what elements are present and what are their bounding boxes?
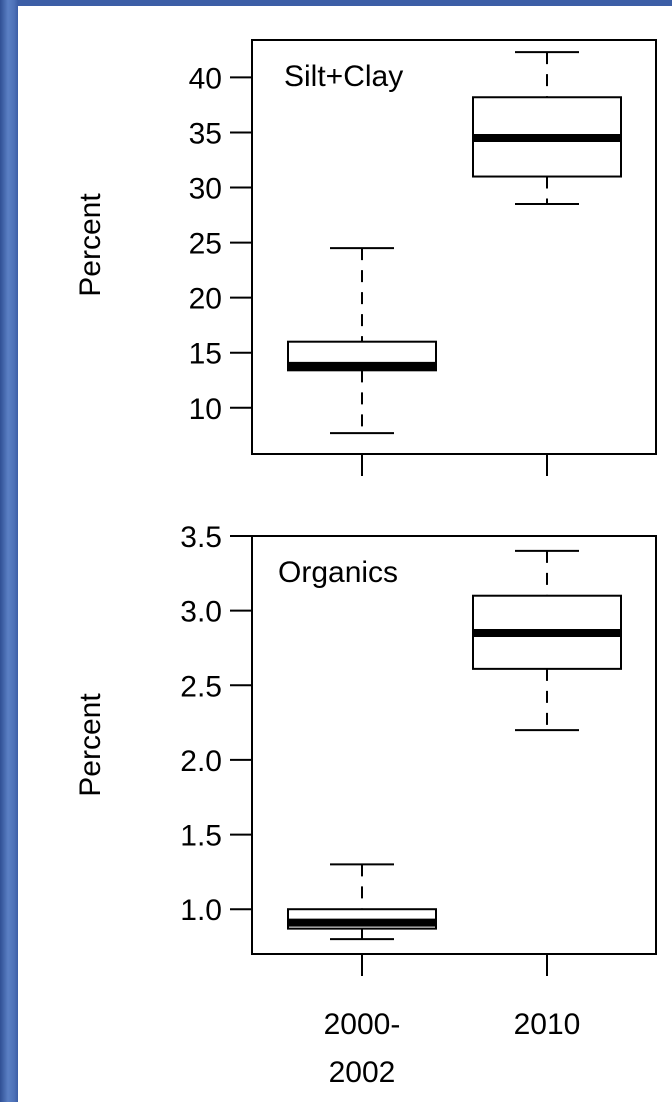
y-tick-label: 2.0 bbox=[180, 745, 222, 778]
y-axis-label: Percent bbox=[74, 693, 107, 797]
y-tick-label: 3.0 bbox=[180, 596, 222, 629]
x-category-label: 2010 bbox=[514, 1008, 581, 1041]
x-category-label: 2000- bbox=[324, 1008, 401, 1041]
y-tick-label: 25 bbox=[189, 228, 222, 261]
y-tick-label: 2.5 bbox=[180, 670, 222, 703]
panel-label: Organics bbox=[278, 556, 398, 589]
y-tick-label: 35 bbox=[189, 117, 222, 150]
x-category-label: 2002 bbox=[329, 1056, 396, 1089]
y-axis-label: Percent bbox=[74, 193, 107, 297]
y-tick-label: 15 bbox=[189, 338, 222, 371]
y-tick-label: 30 bbox=[189, 173, 222, 206]
plot-frame bbox=[251, 535, 657, 955]
y-tick-label: 3.5 bbox=[180, 521, 222, 554]
y-tick-label: 10 bbox=[189, 393, 222, 426]
y-tick-label: 20 bbox=[189, 283, 222, 316]
y-tick-label: 1.0 bbox=[180, 894, 222, 927]
plot-frame bbox=[251, 39, 657, 455]
panel-label: Silt+Clay bbox=[284, 60, 403, 93]
y-tick-label: 1.5 bbox=[180, 820, 222, 853]
y-tick-label: 40 bbox=[189, 62, 222, 95]
